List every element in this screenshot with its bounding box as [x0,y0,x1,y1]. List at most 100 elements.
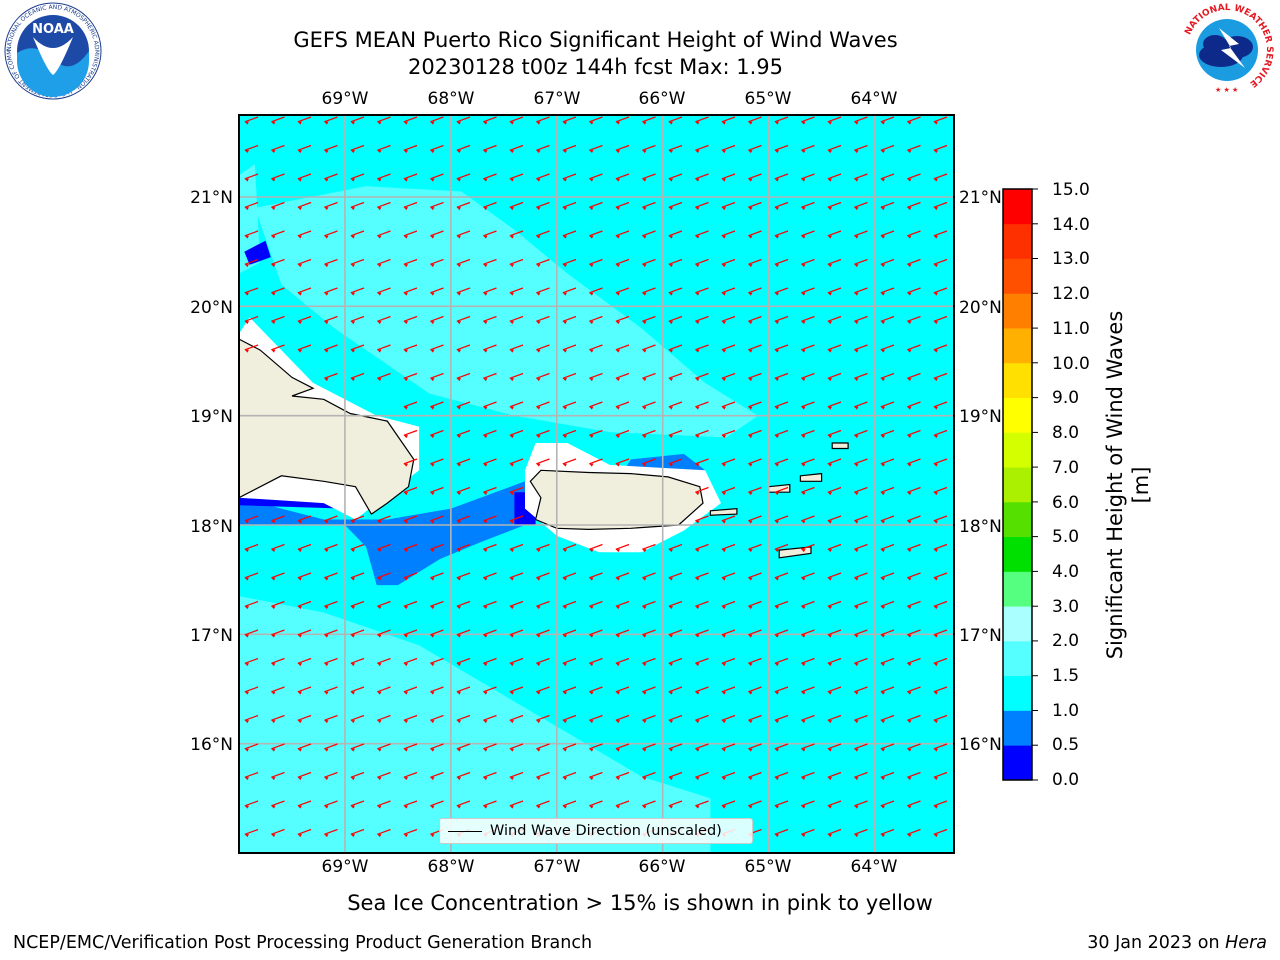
wind-arrow-head [456,549,461,553]
wind-arrow-head [933,378,938,382]
wind-arrow-head [748,463,753,467]
wind-arrow [721,144,736,151]
lat-tick-left: 17°N [190,626,233,646]
wind-arrow-head [589,235,594,239]
wind-arrow-head [350,150,355,154]
wind-arrow [456,144,471,151]
wind-arrow [907,372,921,379]
wind-arrow [297,344,312,351]
wind-arrow [827,543,842,550]
wind-arrow [774,315,789,322]
wind-arrow-head [774,178,779,182]
wind-arrow [403,800,418,807]
wind-arrow-head [748,349,753,353]
wind-arrow-head [483,748,488,752]
wind-arrow [907,657,921,664]
wind-arrow [854,743,868,750]
wind-arrow [377,372,391,379]
wind-arrow [430,315,444,322]
wind-arrow-head [509,435,514,439]
wind-arrow [721,401,736,408]
colorbar-tick-label: 3.0 [1052,597,1080,617]
wind-arrow-head [801,663,806,667]
wind-arrow-head [562,805,567,809]
wind-arrow [642,401,656,408]
wind-arrow-head [907,178,912,182]
wind-arrow-head [509,663,514,667]
wind-arrow [774,486,789,493]
wind-arrow-head [642,663,647,667]
wind-arrow [854,401,868,408]
wind-arrow [509,572,524,579]
wind-arrow-head [589,292,594,296]
wind-arrow-head [377,264,382,268]
wind-arrow-head [271,577,276,581]
wind-arrow [430,686,444,693]
wind-arrow [509,144,524,151]
wind-arrow [350,515,365,522]
wind-arrow-head [536,691,541,695]
wind-arrow-head [774,577,779,581]
wind-arrow [801,230,815,237]
wind-arrow-head [933,178,938,182]
wind-arrow-head [774,292,779,296]
wind-arrow [509,743,524,750]
wind-arrow-head [244,606,249,610]
wind-arrow-head [642,435,647,439]
wind-arrow [483,116,497,123]
wind-arrow [509,458,524,465]
wind-arrow [324,543,338,550]
wind-arrow-head [774,235,779,239]
wind-arrow-head [562,207,567,211]
colorbar-segment [1003,710,1032,746]
wind-arrow-head [430,634,435,638]
wind-arrow [403,315,418,322]
wind-arrow [933,600,948,607]
wind-arrow-head [801,777,806,781]
wind-arrow-head [774,748,779,752]
wind-arrow [827,315,842,322]
wind-arrow-head [748,492,753,496]
wind-arrow-head [642,349,647,353]
wind-arrow-head [642,235,647,239]
wind-arrow-head [430,150,435,154]
wind-arrow [854,543,868,550]
wind-arrow-head [324,748,329,752]
wind-arrow [430,429,444,436]
wind-arrow-head [456,235,461,239]
lat-tick-right: 19°N [959,407,1002,427]
wind-arrow [668,572,683,579]
wind-arrow-head [589,748,594,752]
wind-arrow-head [642,207,647,211]
wind-arrow [748,116,762,123]
wind-arrow-head [244,720,249,724]
wind-arrow-head [615,150,620,154]
wind-arrow-head [483,663,488,667]
wind-arrow-head [509,178,514,182]
wind-arrow-head [483,178,488,182]
wind-arrow [350,173,365,180]
wind-arrow [297,315,312,322]
wind-arrow-head [854,805,859,809]
wind-arrow-head [456,150,461,154]
wind-arrow-head [509,264,514,268]
wind-arrow [271,771,285,778]
wind-arrow [801,828,815,835]
wind-arrow-head [907,492,912,496]
wind-arrow [377,657,391,664]
wind-arrow [695,515,709,522]
wind-arrow [642,714,656,721]
wind-arrow [297,743,312,750]
wind-arrow [668,743,683,750]
wind-arrow [509,372,524,379]
wind-arrow-head [297,520,302,524]
noaa-logo: NATIONAL OCEANIC AND ATMOSPHERIC ADMINIS… [3,1,102,100]
wind-arrow-head [562,549,567,553]
wind-arrow [774,714,789,721]
wind-arrow [642,258,656,265]
wind-arrow-head [271,121,276,125]
wind-arrow [297,258,312,265]
wind-arrow [536,572,550,579]
wind-arrow-head [774,520,779,524]
